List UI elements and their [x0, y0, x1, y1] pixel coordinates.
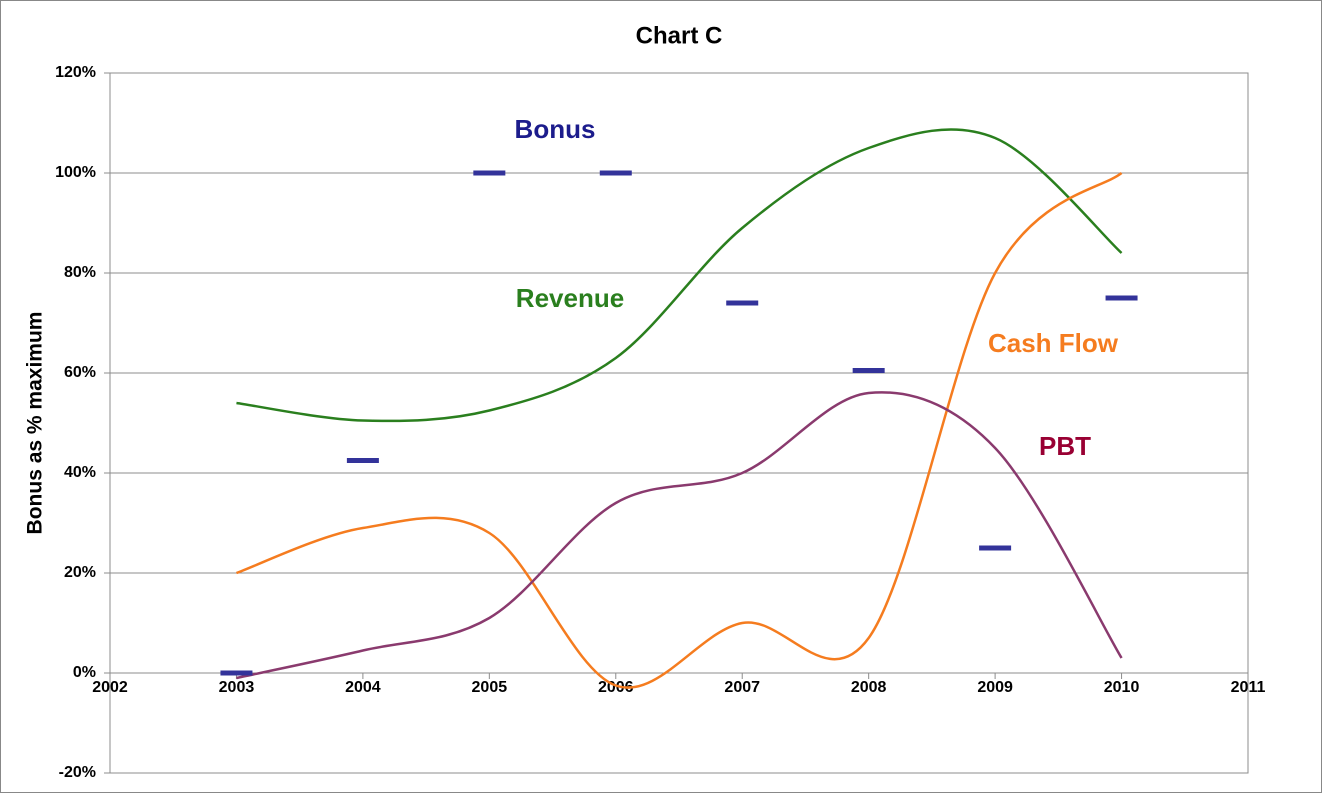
bonus-marker	[726, 300, 759, 306]
x-tick-label: 2007	[724, 679, 760, 696]
y-axis-label: Bonus as % maximum	[24, 312, 47, 535]
bonus-marker	[346, 458, 379, 463]
plot-area	[109, 72, 1249, 774]
series-line	[236, 391, 1123, 680]
x-tick-label: 2011	[1231, 679, 1266, 696]
x-tick-label: 2004	[345, 679, 381, 696]
bonus-marker	[1105, 295, 1138, 301]
y-tick-label: 40%	[64, 464, 96, 481]
bonus-marker	[852, 368, 885, 373]
x-tick-label: 2003	[219, 679, 255, 696]
series-label: PBT	[1039, 431, 1091, 461]
bonus-marker	[220, 670, 253, 676]
series-line	[236, 172, 1123, 689]
series-label: Bonus	[515, 114, 596, 144]
y-tick-label: 20%	[64, 564, 96, 581]
x-tick-label: 2009	[977, 679, 1013, 696]
x-tick-label: 2010	[1104, 679, 1140, 696]
series-line	[236, 128, 1123, 423]
x-tick-label: 2002	[92, 679, 128, 696]
x-tick-label: 2006	[598, 679, 634, 696]
y-tick-label: 0%	[73, 664, 96, 681]
y-tick-label: 120%	[55, 64, 96, 81]
bonus-marker	[599, 170, 632, 176]
series-label: Cash Flow	[988, 328, 1119, 358]
y-tick-label: 80%	[64, 264, 96, 281]
bonus-marker	[473, 170, 506, 176]
series-label: Revenue	[516, 283, 624, 313]
bonus-marker	[979, 545, 1012, 551]
y-tick-label: 100%	[55, 164, 96, 181]
x-tick-label: 2005	[472, 679, 508, 696]
x-tick-label: 2008	[851, 679, 887, 696]
y-tick-label: -20%	[59, 764, 96, 781]
chart-title: Chart C	[636, 22, 723, 49]
y-tick-label: 60%	[64, 364, 96, 381]
